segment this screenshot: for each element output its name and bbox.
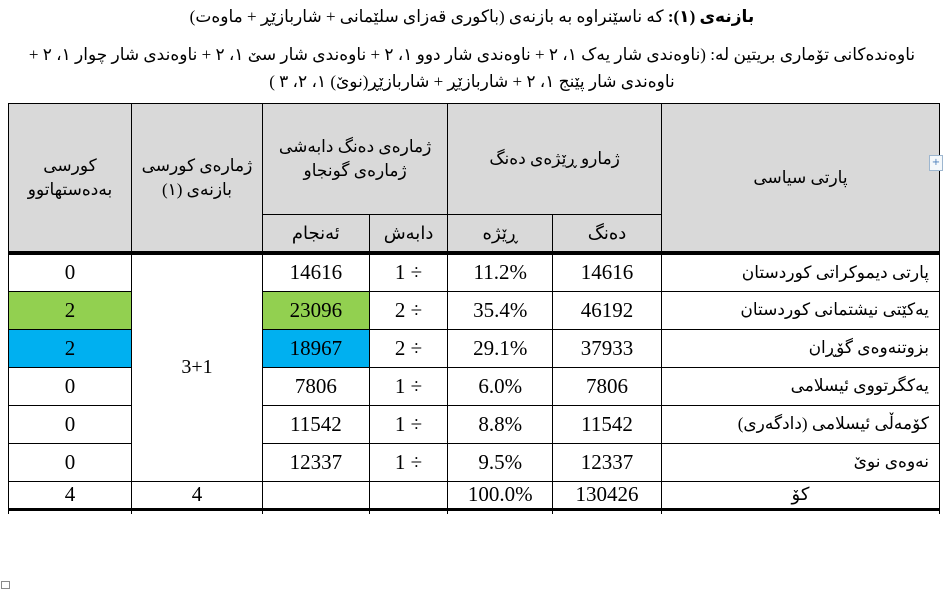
seats-cell[interactable]: 2 bbox=[8, 290, 132, 330]
header-percent[interactable]: ڕێژە bbox=[447, 214, 554, 254]
table-row: کۆمەڵی ئیسلامی (دادگەری) 11542 8.8% 1 ÷ … bbox=[8, 404, 941, 444]
percent-cell[interactable]: 9.5% bbox=[447, 442, 554, 482]
votes-cell[interactable]: 37933 bbox=[552, 328, 662, 368]
party-name-cell[interactable]: بزوتنەوەی گۆڕان bbox=[660, 328, 941, 368]
total-divider-cell[interactable] bbox=[368, 480, 449, 511]
votes-cell[interactable]: 7806 bbox=[552, 366, 662, 406]
result-cell[interactable]: 14616 bbox=[261, 251, 370, 292]
total-label-cell[interactable]: کۆ bbox=[660, 480, 941, 511]
divider-cell[interactable]: 1 ÷ bbox=[368, 366, 449, 406]
divider-cell[interactable]: 2 ÷ bbox=[368, 328, 449, 368]
percent-cell[interactable]: 6.0% bbox=[447, 366, 554, 406]
result-cell[interactable]: 23096 bbox=[261, 290, 370, 330]
party-name-cell[interactable]: کۆمەڵی ئیسلامی (دادگەری) bbox=[660, 404, 941, 444]
party-name-cell[interactable]: یەکگرتووی ئیسلامی bbox=[660, 366, 941, 406]
table-row: پارتی دیموکراتی کوردستان 14616 11.2% 1 ÷… bbox=[8, 251, 941, 482]
seats-cell[interactable]: 0 bbox=[8, 251, 132, 292]
total-seats-cell[interactable]: 4 bbox=[8, 480, 132, 511]
total-result-cell[interactable] bbox=[261, 480, 370, 511]
result-cell[interactable]: 12337 bbox=[261, 442, 370, 482]
total-votes-cell[interactable]: 130426 bbox=[552, 480, 662, 511]
intro-text-block: بازنەی (١): کە ناسێنراوە بە بازنەی (باکو… bbox=[0, 7, 944, 95]
header-divider[interactable]: دابەش bbox=[368, 214, 449, 254]
divider-cell[interactable]: 1 ÷ bbox=[368, 442, 449, 482]
divider-cell[interactable]: 1 ÷ bbox=[368, 251, 449, 292]
result-cell[interactable]: 7806 bbox=[261, 366, 370, 406]
votes-cell[interactable]: 14616 bbox=[552, 251, 662, 292]
divider-cell[interactable]: 1 ÷ bbox=[368, 404, 449, 444]
table-row: یەکگرتووی ئیسلامی 7806 6.0% 1 ÷ 7806 0 bbox=[8, 366, 941, 406]
header-votes-group[interactable]: ژمارو ڕێژەی دەنگ bbox=[447, 103, 662, 215]
party-name-cell[interactable]: پارتی دیموکراتی کوردستان bbox=[660, 251, 941, 292]
circle-label-bold: بازنەی (١): bbox=[667, 7, 755, 26]
percent-cell[interactable]: 8.8% bbox=[447, 404, 554, 444]
total-percent-cell[interactable]: 100.0% bbox=[447, 480, 554, 511]
cell-note-icon[interactable]: + bbox=[929, 155, 943, 171]
header-division-group[interactable]: ژمارەی دەنگ دابەشی ژمارەی گونجاو bbox=[261, 103, 449, 215]
party-name-cell[interactable]: نەوەی نوێ bbox=[660, 442, 941, 482]
votes-cell[interactable]: 11542 bbox=[552, 404, 662, 444]
percent-cell[interactable]: 35.4% bbox=[447, 290, 554, 330]
result-cell[interactable]: 11542 bbox=[261, 404, 370, 444]
header-votes[interactable]: دەنگ bbox=[552, 214, 662, 254]
seats-cell[interactable]: 0 bbox=[8, 442, 132, 482]
header-result[interactable]: ئەنجام bbox=[261, 214, 370, 254]
votes-cell[interactable]: 12337 bbox=[552, 442, 662, 482]
percent-cell[interactable]: 29.1% bbox=[447, 328, 554, 368]
party-name-cell[interactable]: یەکێتی نیشتمانی کوردستان bbox=[660, 290, 941, 330]
header-party[interactable]: پارتی سیاسی bbox=[660, 103, 941, 254]
header-seats-won[interactable]: کورسی بەدەستهاتوو bbox=[8, 103, 132, 254]
circle-seats-merged-cell[interactable]: 3+1 bbox=[130, 251, 263, 482]
cutoff-next-row bbox=[8, 509, 941, 514]
intro-line1: بازنەی (١): کە ناسێنراوە بە بازنەی (باکو… bbox=[62, 7, 882, 27]
intro-line2: ناوەندەکانی تۆماری بریتین لە: (ناوەندی ش… bbox=[28, 45, 916, 91]
total-circle-seats-cell[interactable]: 4 bbox=[130, 480, 263, 511]
spreadsheet-page: { "intro": { "line1_bold": "بازنەی (١):"… bbox=[0, 7, 944, 589]
divider-cell[interactable]: 2 ÷ bbox=[368, 290, 449, 330]
circle-label-rest: کە ناسێنراوە بە بازنەی (باکوری قەزای سلێ… bbox=[189, 7, 668, 26]
seats-cell[interactable]: 0 bbox=[8, 366, 132, 406]
total-row: کۆ 130426 100.0% 4 4 bbox=[8, 480, 941, 511]
seats-cell[interactable]: 2 bbox=[8, 328, 132, 368]
percent-cell[interactable]: 11.2% bbox=[447, 251, 554, 292]
results-table: پارتی سیاسی ژمارو ڕێژەی دەنگ ژمارەی دەنگ… bbox=[8, 103, 941, 514]
header-circle-seats[interactable]: ژمارەی کورسی بازنەی (١) bbox=[130, 103, 263, 254]
votes-cell[interactable]: 46192 bbox=[552, 290, 662, 330]
result-cell[interactable]: 18967 bbox=[261, 328, 370, 368]
seats-cell[interactable]: 0 bbox=[8, 404, 132, 444]
fill-handle[interactable] bbox=[1, 581, 10, 589]
table-header: پارتی سیاسی ژمارو ڕێژەی دەنگ ژمارەی دەنگ… bbox=[8, 103, 941, 254]
table-row: یەکێتی نیشتمانی کوردستان 46192 35.4% 2 ÷… bbox=[8, 290, 941, 330]
table-body: پارتی دیموکراتی کوردستان 14616 11.2% 1 ÷… bbox=[8, 251, 941, 514]
table-row: نەوەی نوێ 12337 9.5% 1 ÷ 12337 0 bbox=[8, 442, 941, 482]
